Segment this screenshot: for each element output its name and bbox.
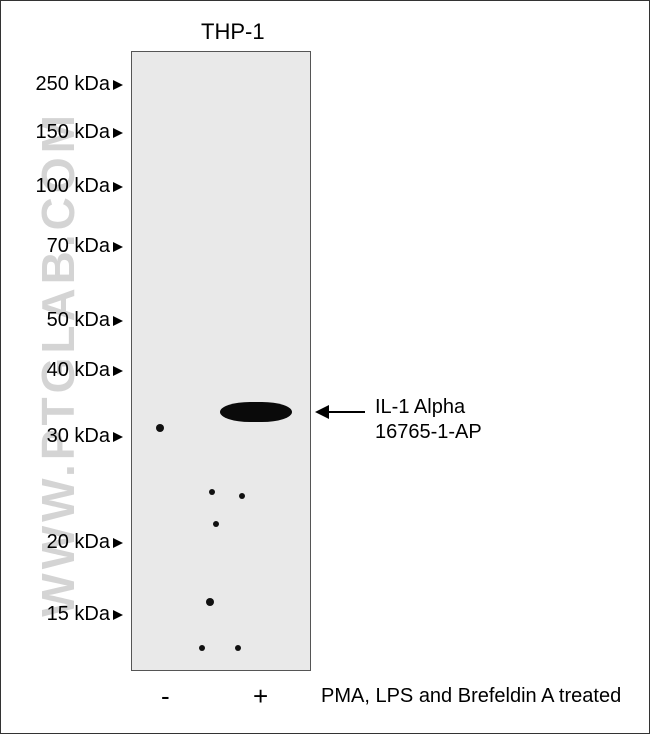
blot-speckle bbox=[235, 645, 241, 651]
protein-band bbox=[220, 402, 292, 422]
blot-speckle bbox=[239, 493, 245, 499]
target-catalog: 16765-1-AP bbox=[375, 421, 482, 443]
blot-speckle bbox=[199, 645, 205, 651]
mw-marker-label: 20 kDa bbox=[5, 531, 110, 554]
mw-marker-label: 15 kDa bbox=[5, 603, 110, 626]
blot-speckle bbox=[209, 489, 215, 495]
target-arrow bbox=[317, 411, 365, 413]
blot-membrane bbox=[131, 51, 311, 671]
blot-speckle bbox=[206, 598, 214, 606]
treatment-condition-label: PMA, LPS and Brefeldin A treated bbox=[321, 685, 621, 708]
blot-speckle bbox=[156, 424, 164, 432]
mw-marker-label: 30 kDa bbox=[5, 425, 110, 448]
target-label: IL-1 Alpha 16765-1-AP bbox=[375, 395, 482, 445]
figure-frame: WWW.PTGLAB.COM THP-1 IL-1 Alpha 16765-1-… bbox=[0, 0, 650, 734]
mw-marker-label: 70 kDa bbox=[5, 235, 110, 258]
mw-marker-label: 250 kDa bbox=[5, 73, 110, 96]
lane-mark-untreated: - bbox=[161, 681, 170, 712]
sample-title: THP-1 bbox=[201, 19, 265, 45]
blot-speckle bbox=[213, 521, 219, 527]
mw-marker-label: 40 kDa bbox=[5, 359, 110, 382]
target-name: IL-1 Alpha bbox=[375, 396, 465, 418]
mw-marker-label: 100 kDa bbox=[5, 175, 110, 198]
mw-marker-label: 50 kDa bbox=[5, 309, 110, 332]
mw-marker-label: 150 kDa bbox=[5, 121, 110, 144]
lane-mark-treated: + bbox=[253, 681, 268, 712]
